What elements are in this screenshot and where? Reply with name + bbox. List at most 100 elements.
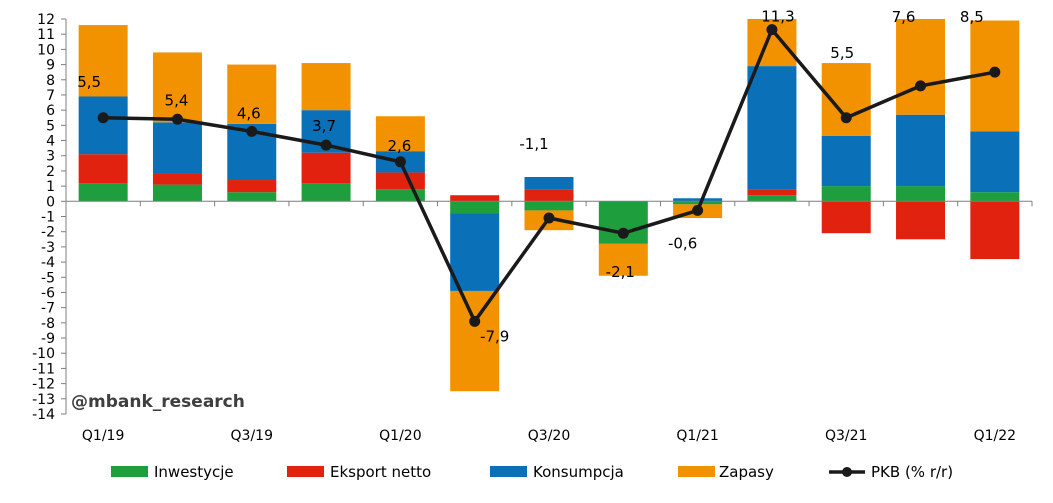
legend-swatch-net_export <box>287 466 324 477</box>
bar-inventories <box>301 63 351 111</box>
gdp-data-label: 5,4 <box>165 91 189 109</box>
bar-investment <box>821 186 871 202</box>
legend-label-net_export: Eksport netto <box>330 463 431 481</box>
y-tick-label: -4 <box>41 255 55 271</box>
bar-investment <box>301 183 351 202</box>
gdp-data-label: 4,6 <box>237 104 261 122</box>
legend-swatch-investment <box>111 466 148 477</box>
gdp-data-label: 2,6 <box>387 137 411 155</box>
legend-marker-gdp <box>842 467 852 477</box>
y-tick-label: -1 <box>41 210 55 226</box>
legend-label-inventories: Zapasy <box>719 463 774 481</box>
x-tick-label: Q1/19 <box>82 428 124 444</box>
gdp-data-label: 5,5 <box>830 44 854 62</box>
bar-inventories <box>152 52 202 123</box>
x-tick-label: Q3/21 <box>825 428 867 444</box>
y-tick-label: 4 <box>46 134 55 150</box>
gdp-point <box>766 24 778 36</box>
x-tick-label: Q3/19 <box>231 428 273 444</box>
y-tick-label: -11 <box>32 361 55 377</box>
gdp-point <box>692 204 704 216</box>
y-tick-label: -12 <box>32 377 55 393</box>
bar-net_export <box>152 173 202 185</box>
y-tick-label: -2 <box>41 225 55 241</box>
bar-net_export <box>747 189 797 196</box>
y-tick-label: 12 <box>37 12 55 28</box>
y-tick-label: -10 <box>32 346 55 362</box>
bar-investment <box>78 183 128 202</box>
gdp-data-label: 5,5 <box>77 73 101 91</box>
y-tick-label: 7 <box>46 88 55 104</box>
bar-consumption <box>821 135 871 187</box>
y-tick-label: 9 <box>46 58 55 74</box>
bar-net_export <box>78 154 128 184</box>
bar-consumption <box>524 177 574 190</box>
bar-consumption <box>896 114 946 187</box>
y-tick-label: -7 <box>41 301 55 317</box>
bar-net_export <box>227 180 277 193</box>
bar-investment <box>227 192 277 202</box>
bar-investment <box>450 201 500 214</box>
gdp-data-label: -2,1 <box>606 263 635 281</box>
y-tick-label: 0 <box>46 194 55 210</box>
bar-net_export <box>896 201 946 240</box>
y-tick-label: -9 <box>41 331 55 347</box>
bar-consumption <box>152 122 202 174</box>
gdp-point <box>617 227 629 239</box>
x-tick-label: Q1/22 <box>974 428 1016 444</box>
legend-label-consumption: Konsumpcja <box>533 463 624 481</box>
bar-inventories <box>375 116 425 152</box>
bar-net_export <box>450 195 500 202</box>
gdp-point <box>320 139 332 151</box>
gdp-point <box>469 315 481 327</box>
x-tick-label: Q1/20 <box>379 428 421 444</box>
gdp-data-label: -1,1 <box>519 135 548 153</box>
bar-investment <box>673 201 723 205</box>
gdp-point <box>543 212 555 224</box>
legend-label-gdp: PKB (% r/r) <box>871 463 953 481</box>
bar-consumption <box>78 96 128 155</box>
gdp-point <box>246 125 258 137</box>
x-tick-label: Q3/20 <box>528 428 570 444</box>
bar-inventories <box>227 64 277 124</box>
gdp-data-label: 8,5 <box>960 8 984 26</box>
y-tick-label: -14 <box>32 407 55 423</box>
y-tick-label: 10 <box>37 42 55 58</box>
y-tick-label: -8 <box>41 316 55 332</box>
bar-net_export <box>970 201 1020 260</box>
gdp-data-label: 7,6 <box>892 8 916 26</box>
bar-inventories <box>896 19 946 115</box>
bar-investment <box>747 195 797 202</box>
y-tick-label: -13 <box>32 392 55 408</box>
bar-consumption <box>450 213 500 291</box>
gdp-point <box>915 80 927 92</box>
y-tick-label: -5 <box>41 270 55 286</box>
bar-inventories <box>450 290 500 392</box>
bar-investment <box>896 186 946 202</box>
y-tick-label: 6 <box>46 103 55 119</box>
y-tick-label: 8 <box>46 73 55 89</box>
y-tick-label: 3 <box>46 149 55 165</box>
gdp-data-label: -7,9 <box>480 327 509 345</box>
bar-investment <box>152 184 202 202</box>
gdp-point <box>171 113 183 125</box>
gdp-point <box>97 112 109 124</box>
gdp-data-label: -0,6 <box>668 234 697 252</box>
bar-net_export <box>524 189 574 202</box>
bar-consumption <box>747 66 797 190</box>
gdp-point <box>840 112 852 124</box>
gdp-data-label: 3,7 <box>312 117 336 135</box>
y-tick-label: -3 <box>41 240 55 256</box>
bar-net_export <box>301 152 351 184</box>
bar-inventories <box>598 243 648 276</box>
gdp-data-label: 11,3 <box>761 8 794 26</box>
legend-label-investment: Inwestycje <box>154 463 234 481</box>
y-tick-label: -6 <box>41 285 55 301</box>
watermark-text: @mbank_research <box>71 392 245 412</box>
bar-net_export <box>821 201 871 234</box>
bar-investment <box>524 201 574 211</box>
bar-consumption <box>673 198 723 202</box>
x-tick-label: Q1/21 <box>676 428 718 444</box>
y-tick-label: 2 <box>46 164 55 180</box>
